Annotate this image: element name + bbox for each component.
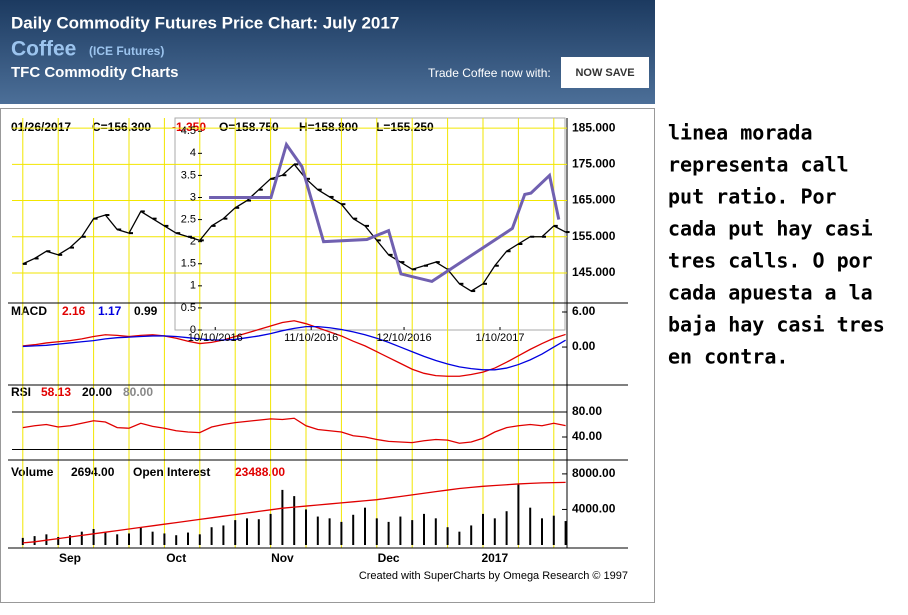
oi-reading: 23488.00 (235, 465, 285, 479)
change: -1.350 (172, 120, 206, 134)
inset-x-label: 1/10/2017 (476, 332, 525, 344)
y-tick-label: 0.00 (572, 339, 596, 353)
brand: TFC Commodity Charts (11, 64, 179, 81)
macd-reading: 1.17 (98, 304, 122, 318)
x-tick-label: Nov (271, 551, 294, 565)
y-tick-label: 6.00 (572, 304, 596, 318)
macd-line (22, 325, 566, 371)
high: H=158.800 (299, 120, 358, 134)
trade-text: Trade Coffee now with: (428, 66, 551, 80)
inset-y-label: 4.5 (181, 125, 196, 137)
macd-reading: 2.16 (62, 304, 86, 318)
rsi-line (22, 417, 566, 444)
x-tick-label: Sep (59, 551, 81, 565)
y-tick-label: 8000.00 (572, 466, 616, 480)
inset-y-label: 2.5 (181, 213, 196, 225)
inset-x-label: 11/10/2016 (284, 332, 338, 344)
chart-frame (0, 108, 655, 603)
y-tick-label: 175.000 (572, 157, 616, 171)
macd-reading: 0.99 (134, 304, 158, 318)
inset-y-label: 1 (190, 280, 196, 292)
call-put-line (209, 141, 561, 284)
header-title: Daily Commodity Futures Price Chart: Jul… (11, 13, 399, 32)
note-line: linea morada (668, 121, 813, 145)
x-tick-label: Oct (166, 551, 186, 565)
y-tick-label: 40.00 (572, 429, 602, 443)
rsi-reading: 58.13 (41, 385, 71, 399)
inset-y-label: 0.5 (181, 302, 196, 314)
close: C=156.300 (92, 120, 151, 134)
volume-reading: 2694.00 (71, 465, 115, 479)
y-tick-label: 80.00 (572, 404, 602, 418)
inset-y-label: 4 (190, 147, 196, 159)
inset-x-label: 10/10/2016 (188, 332, 243, 344)
inset-y-label: 1.5 (181, 258, 196, 270)
inset-y-label: 2 (190, 236, 196, 248)
y-tick-label: 165.000 (572, 193, 616, 207)
header-bg (0, 0, 655, 104)
note-line: cada put hay casi (668, 217, 873, 241)
inset-frame (174, 117, 566, 331)
credit: Created with SuperCharts by Omega Resear… (359, 570, 628, 582)
note-line: put ratio. Por (668, 185, 837, 209)
note-line: baja hay casi tres (668, 313, 885, 337)
exchange: (ICE Futures) (89, 44, 164, 58)
y-tick-label: 185.000 (572, 120, 616, 134)
inset-y-label: 3 (190, 191, 196, 203)
rsi-reading: 80.00 (123, 385, 153, 399)
commodity: Coffee (11, 38, 76, 61)
inset-x-label: 12/10/2016 (377, 332, 432, 344)
low: L=155.250 (376, 120, 434, 134)
y-tick-label: 145.000 (572, 265, 616, 279)
macd-line (22, 320, 566, 377)
oi-line (22, 481, 566, 544)
y-tick-label: 4000.00 (572, 502, 616, 516)
rsi-title: RSI (11, 385, 31, 399)
note-line: cada apuesta a la (668, 281, 873, 305)
button[interactable]: NOW SAVE (575, 67, 634, 79)
inset-y-label: 3.5 (181, 169, 196, 181)
open: O=158.750 (219, 120, 279, 134)
volume-title: Volume (11, 465, 54, 479)
note-line: en contra. (668, 345, 788, 369)
oi-title: Open Interest (133, 465, 210, 479)
note-line: tres calls. O por (668, 249, 873, 273)
x-tick-label: 2017 (481, 551, 508, 565)
button-bg[interactable] (561, 57, 649, 88)
date: 01/26/2017 (11, 120, 71, 134)
x-tick-label: Dec (378, 551, 400, 565)
inset-y-label: 0 (190, 324, 196, 336)
y-tick-label: 155.000 (572, 229, 616, 243)
rsi-reading: 20.00 (82, 385, 112, 399)
note-line: representa call (668, 153, 849, 177)
macd-title: MACD (11, 304, 47, 318)
